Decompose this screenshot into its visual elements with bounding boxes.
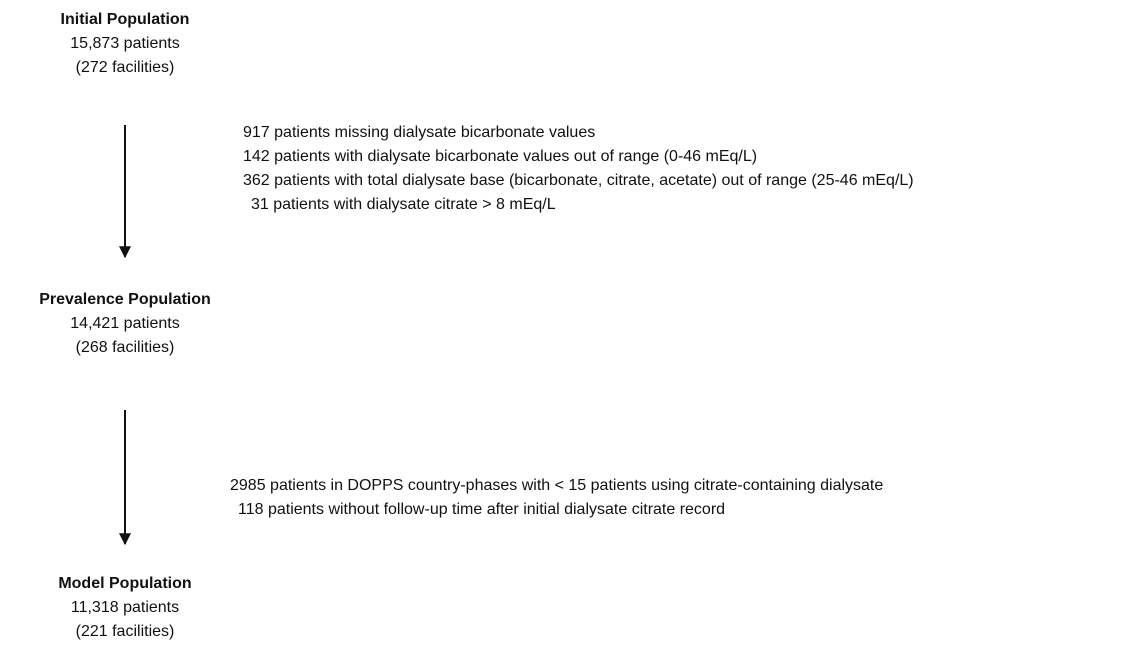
- node-title: Initial Population: [61, 11, 190, 28]
- exclusion-text: 118 patients without follow-up time afte…: [238, 501, 725, 518]
- node-title: Model Population: [58, 575, 191, 592]
- node-facilities: (221 facilities): [76, 623, 175, 640]
- node-facilities: (268 facilities): [76, 339, 175, 356]
- exclusion-text: 31 patients with dialysate citrate > 8 m…: [251, 196, 556, 213]
- exclusion-text: 2985 patients in DOPPS country-phases wi…: [230, 477, 883, 494]
- node-patients: 11,318 patients: [71, 599, 179, 616]
- exclusion-text: 142 patients with dialysate bicarbonate …: [243, 148, 757, 165]
- node-patients: 14,421 patients: [70, 315, 179, 332]
- content: Initial Population 15,873 patients (272 fa…: [39, 11, 913, 640]
- exclusion-text: 362 patients with total dialysate base (…: [243, 172, 914, 189]
- node-title: Prevalence Population: [39, 291, 211, 308]
- node-patients: 15,873 patients: [70, 35, 179, 52]
- exclusion-text: 917 patients missing dialysate bicarbona…: [243, 124, 595, 141]
- node-facilities: (272 facilities): [76, 59, 175, 76]
